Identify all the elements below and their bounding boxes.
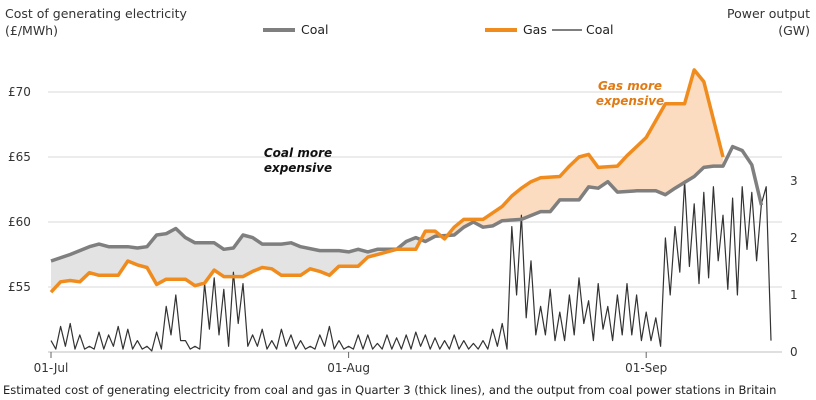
right-axis-title-line-2: (GW) (778, 23, 810, 38)
annotation-coal-more-expensive: Coal more expensive (264, 146, 332, 175)
annotation-gas-line-2: expensive (596, 94, 664, 108)
coal-more-expensive-area (51, 228, 423, 293)
x-tick-label: 01-Aug (327, 361, 370, 375)
right-tick-label: 0 (790, 345, 798, 359)
left-tick-label: £65 (8, 150, 31, 164)
left-axis-title-line-2: (£/MWh) (5, 23, 58, 38)
left-tick-label: £60 (8, 215, 31, 229)
annotation-coal-line-2: expensive (264, 161, 332, 175)
axis-ticks: £55 £60 £65 £70 0 1 2 3 01-Jul 01-Aug 01-Sep (8, 85, 798, 375)
coal-output-series (50, 180, 772, 352)
legend: Coal Gas Coal (263, 22, 614, 37)
gridlines (48, 91, 782, 353)
right-tick-label: 3 (790, 174, 798, 188)
legend-coal-cost-label: Coal (301, 22, 329, 37)
gas-more-expensive-area (449, 69, 723, 236)
annotation-gas-more-expensive: Gas more expensive (596, 79, 664, 108)
right-axis-title-line-1: Power output (727, 6, 810, 21)
x-tick-label: 01-Jul (34, 361, 69, 375)
left-axis-title: Cost of generating electricity (£/MWh) (5, 6, 188, 38)
annotation-coal-line-1: Coal more (264, 146, 332, 160)
gas-cost-line (49, 68, 725, 294)
caption: Estimated cost of generating electricity… (3, 383, 776, 397)
annotation-gas-line-1: Gas more (598, 79, 662, 93)
x-tick-label: 01-Sep (625, 361, 667, 375)
coal-output-line (50, 180, 772, 352)
legend-coal-output-label: Coal (586, 22, 614, 37)
cost-series (49, 68, 764, 294)
legend-gas-cost-label: Gas (523, 22, 547, 37)
left-tick-label: £70 (8, 85, 31, 99)
right-axis-title: Power output (GW) (727, 6, 810, 38)
left-axis-title-line-1: Cost of generating electricity (5, 6, 188, 21)
right-tick-label: 1 (790, 288, 798, 302)
left-tick-label: £55 (8, 280, 31, 294)
right-tick-label: 2 (790, 231, 798, 245)
